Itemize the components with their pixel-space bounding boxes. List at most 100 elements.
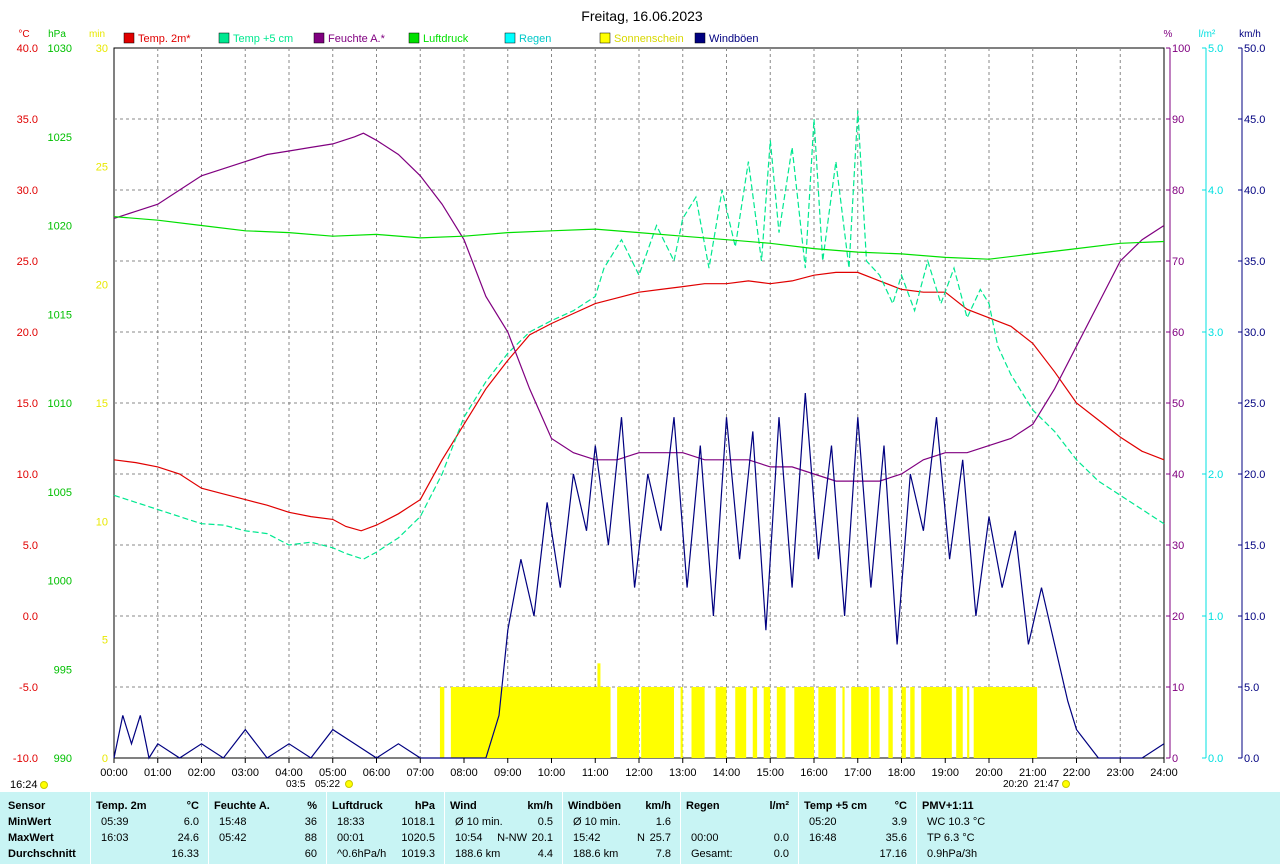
sunrise-icon bbox=[345, 780, 353, 788]
axis-tick-label: 25 bbox=[96, 161, 108, 173]
legend-label: Windböen bbox=[709, 33, 759, 45]
stats-cell-value: 4.4 bbox=[537, 848, 553, 860]
stats-cell-direction: N-NW bbox=[497, 832, 527, 844]
axis-tick-label: 50 bbox=[1172, 398, 1184, 410]
axis-unit-label: km/h bbox=[1239, 29, 1261, 40]
legend-swatch bbox=[599, 32, 611, 44]
axis-unit-label: l/m² bbox=[1199, 29, 1216, 40]
time-tick-label: 16:00 bbox=[800, 767, 828, 779]
sunshine-bar bbox=[715, 687, 727, 758]
axis-tick-label: 30 bbox=[96, 43, 108, 55]
axis-tick-label: 1000 bbox=[48, 576, 72, 588]
series-line bbox=[113, 110, 1165, 560]
legend-label: Sonnenschein bbox=[614, 33, 684, 45]
stats-block: Temp. 2m °C 05:39 6.0 16:03 24.6 16.33 bbox=[90, 792, 209, 864]
stats-block-title: Regen bbox=[686, 800, 720, 812]
stats-cell-value: 7.8 bbox=[655, 848, 671, 860]
sunshine-bar bbox=[450, 687, 611, 758]
axis-tick-label: 5 bbox=[102, 635, 108, 647]
sunset-time-a: 20:20 bbox=[1003, 779, 1028, 790]
axis-tick-label: 35.0 bbox=[1244, 256, 1265, 268]
stats-cell-value: 1020.5 bbox=[401, 832, 435, 844]
time-tick-label: 13:00 bbox=[669, 767, 697, 779]
time-tick-label: 02:00 bbox=[188, 767, 216, 779]
sunshine-bar bbox=[956, 687, 963, 758]
time-tick-label: 20:00 bbox=[975, 767, 1003, 779]
stats-cell-value: 60 bbox=[304, 848, 317, 860]
sunshine-bars bbox=[439, 663, 1038, 758]
axis-tick-label: 1020 bbox=[48, 221, 72, 233]
stats-row-label: MinWert bbox=[8, 816, 52, 828]
axis-tick-label: 25.0 bbox=[1244, 398, 1265, 410]
axis-tick-label: 20.0 bbox=[17, 327, 38, 339]
sunshine-bar bbox=[888, 687, 893, 758]
stats-cell-direction: N bbox=[637, 832, 645, 844]
sunshine-bar bbox=[851, 687, 869, 758]
stats-cell-label: ^0.6hPa/h bbox=[337, 848, 387, 860]
stats-cell-label: Ø 10 min. bbox=[455, 816, 503, 828]
sunshine-bar bbox=[680, 687, 683, 758]
axis-tick-label: 80 bbox=[1172, 185, 1184, 197]
stats-block: PMV+1:11 WC 10.3 °C TP 6.3 °C 0.9hPa/3h bbox=[916, 792, 1035, 864]
legend-label: Luftdruck bbox=[423, 33, 469, 45]
series-lines bbox=[113, 110, 1165, 760]
stats-block: Regen l/m² 00:00 0.0 Gesamt: 0.0 bbox=[680, 792, 799, 864]
axis-tick-label: -10.0 bbox=[13, 753, 38, 765]
axis-tick-label: 30 bbox=[1172, 540, 1184, 552]
time-tick-label: 18:00 bbox=[888, 767, 916, 779]
time-tick-label: 01:00 bbox=[144, 767, 172, 779]
right-axes: 10090807060504030201005.04.03.02.01.00.0… bbox=[1166, 43, 1265, 765]
axis-tick-label: 990 bbox=[54, 753, 72, 765]
time-tick-label: 21:00 bbox=[1019, 767, 1047, 779]
axis-tick-label: 40.0 bbox=[1244, 185, 1265, 197]
sunshine-bar bbox=[794, 687, 814, 758]
sunrise-time-a: 03:5 bbox=[286, 779, 306, 790]
sunshine-bar bbox=[910, 687, 915, 758]
axis-tick-label: -5.0 bbox=[19, 682, 38, 694]
axis-tick-label: 5.0 bbox=[23, 540, 38, 552]
left-axes: 40.0 35.0 30.0 25.0 20.0 15.0 10.0 5.0 0.0 -5.0 -1… bbox=[13, 43, 108, 765]
stats-cell-value: 25.7 bbox=[649, 832, 671, 844]
sunshine-bar bbox=[967, 687, 970, 758]
stats-block-unit: km/h bbox=[527, 800, 553, 812]
weather-chart: Freitag, 16.06.2023 Temp. 2m* Temp +5 cm F… bbox=[10, 8, 1266, 791]
sunshine-bar bbox=[842, 687, 845, 758]
axis-tick-label: 995 bbox=[54, 664, 72, 676]
sunshine-bar bbox=[752, 687, 758, 758]
time-tick-label: 05:00 bbox=[319, 767, 347, 779]
stats-cell-label: 05:39 bbox=[101, 816, 129, 828]
axis-tick-label: 0 bbox=[102, 753, 108, 765]
axis-tick-label: 5.0 bbox=[1244, 682, 1259, 694]
axis-unit-label: °C bbox=[18, 29, 29, 40]
time-tick-label: 07:00 bbox=[406, 767, 434, 779]
time-tick-label: 04:00 bbox=[275, 767, 303, 779]
stats-row-label: Durchschnitt bbox=[8, 848, 76, 860]
stats-cell-value: 36 bbox=[304, 816, 317, 828]
axis-tick-label: 0.0 bbox=[23, 611, 38, 623]
sunshine-bar bbox=[776, 687, 786, 758]
axis-tick-label: 25.0 bbox=[17, 256, 38, 268]
stats-block: Luftdruck hPa 18:33 1018.1 00:01 1020.5 ^0.6hP… bbox=[326, 792, 445, 864]
axis-tick-label: 35.0 bbox=[17, 114, 38, 126]
axis-tick-label: 5.0 bbox=[1208, 43, 1223, 55]
stats-cell-value: 1.6 bbox=[655, 816, 671, 828]
axis-tick-label: 0.0 bbox=[1244, 753, 1259, 765]
stats-cell-value: 16.33 bbox=[171, 848, 199, 860]
time-tick-label: 19:00 bbox=[931, 767, 959, 779]
sunset-icon bbox=[1062, 780, 1070, 788]
stats-block: Temp +5 cm °C 05:20 3.9 16:48 35.6 17.16 bbox=[798, 792, 917, 864]
sunshine-bar bbox=[641, 687, 674, 758]
stats-cell-value: 88 bbox=[304, 832, 317, 844]
time-tick-label: 23:00 bbox=[1106, 767, 1134, 779]
stats-cell-label: 15:48 bbox=[219, 816, 247, 828]
series-line bbox=[113, 393, 1165, 760]
axis-tick-label: 15.0 bbox=[1244, 540, 1265, 552]
stats-cell-label: 16:48 bbox=[809, 832, 837, 844]
time-tick-label: 11:00 bbox=[582, 767, 609, 779]
legend-swatch bbox=[408, 32, 420, 44]
axis-tick-label: 1005 bbox=[48, 487, 72, 499]
stats-block-title: Temp +5 cm bbox=[804, 800, 868, 812]
stats-cell-value: 0.0 bbox=[773, 832, 789, 844]
axis-tick-label: 1.0 bbox=[1208, 611, 1223, 623]
time-tick-label: 09:00 bbox=[494, 767, 522, 779]
